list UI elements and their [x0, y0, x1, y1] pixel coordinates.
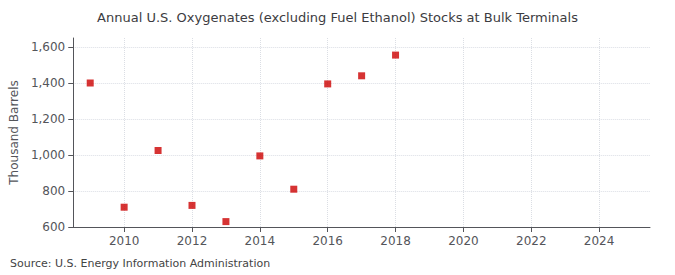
svg-text:2018: 2018 — [380, 234, 411, 248]
svg-text:800: 800 — [42, 184, 65, 198]
svg-text:1,400: 1,400 — [31, 76, 65, 90]
svg-text:1,600: 1,600 — [31, 40, 65, 54]
svg-text:600: 600 — [42, 220, 65, 234]
svg-text:1,200: 1,200 — [31, 112, 65, 126]
svg-text:2012: 2012 — [177, 234, 208, 248]
svg-text:2020: 2020 — [448, 234, 479, 248]
svg-text:2016: 2016 — [312, 234, 343, 248]
svg-text:Source: U.S. Energy Informatio: Source: U.S. Energy Information Administ… — [10, 257, 270, 270]
svg-text:2010: 2010 — [109, 234, 140, 248]
svg-text:2022: 2022 — [516, 234, 547, 248]
svg-text:Annual U.S. Oxygenates (exclud: Annual U.S. Oxygenates (excluding Fuel E… — [97, 10, 578, 25]
svg-text:2024: 2024 — [584, 234, 615, 248]
svg-text:Thousand Barrels: Thousand Barrels — [7, 80, 21, 185]
svg-text:2014: 2014 — [245, 234, 276, 248]
svg-text:1,000: 1,000 — [31, 148, 65, 162]
